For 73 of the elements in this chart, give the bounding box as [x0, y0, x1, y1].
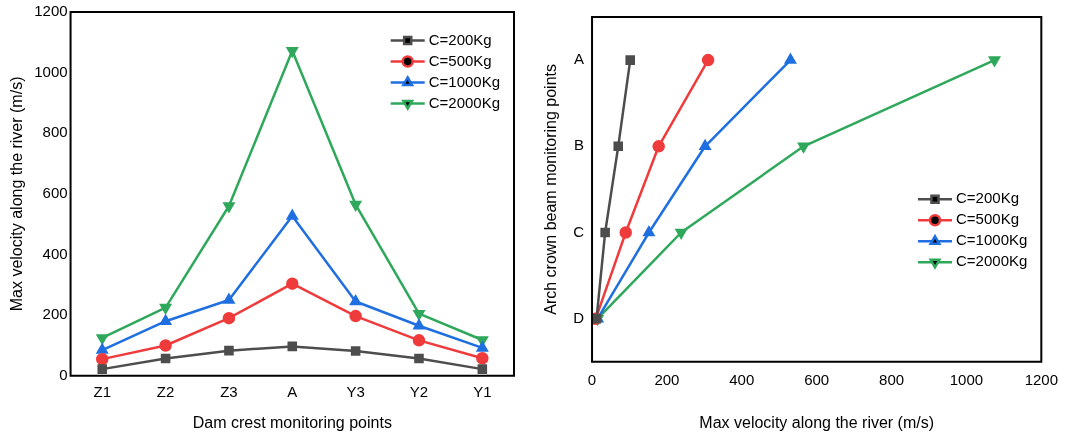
point: [613, 141, 624, 152]
point: [784, 53, 797, 64]
point: [413, 309, 425, 320]
x-tick-label: 1000: [949, 370, 984, 388]
x-tick-label: 600: [804, 370, 830, 388]
legend-label: C=200Kg: [956, 189, 1019, 207]
point: [223, 293, 235, 304]
x-tick-label: 800: [879, 370, 905, 388]
y-tick-label: B: [574, 136, 585, 154]
x-tick-label: 400: [729, 370, 755, 388]
y-tick-label: 200: [42, 305, 68, 323]
y-tick-label: 800: [42, 123, 68, 141]
y-tick-label: C: [573, 222, 585, 240]
y-tick-label: 400: [42, 244, 68, 262]
point: [350, 346, 361, 356]
legend-label: C=200Kg: [428, 30, 492, 48]
point: [350, 200, 362, 211]
x-tick-label: Y3: [346, 382, 365, 400]
point: [224, 345, 234, 356]
x-tick-label: A: [287, 382, 298, 400]
point: [413, 319, 425, 330]
y-axis-title: Max velocity along the river (m/s): [8, 76, 26, 312]
y-tick-label: D: [573, 308, 585, 326]
point: [97, 364, 108, 374]
legend-label: C=1000Kg: [428, 72, 500, 90]
point: [286, 47, 298, 58]
x-axis-title: Dam crest monitoring points: [192, 413, 392, 431]
legend-label: C=500Kg: [956, 210, 1019, 228]
point: [476, 351, 489, 365]
x-tick-label: 200: [654, 370, 680, 388]
point: [287, 341, 298, 352]
point: [652, 140, 665, 153]
point: [643, 226, 655, 237]
x-tick-label: Y2: [409, 382, 429, 400]
point: [412, 334, 426, 347]
point: [350, 295, 362, 306]
point: [223, 202, 235, 213]
legend-label: C=1000Kg: [956, 231, 1028, 249]
x-tick-label: 1200: [1024, 370, 1058, 388]
legend-label: C=2000Kg: [956, 252, 1028, 270]
x-tick-label: Y1: [473, 382, 492, 400]
y-axis-title: Arch crown beam monitoring points: [542, 64, 560, 315]
point: [414, 353, 424, 364]
x-tick-label: 0: [587, 370, 597, 388]
legend-label: C=500Kg: [428, 51, 492, 69]
x-tick-label: Z2: [156, 382, 175, 400]
legend-label: C=2000Kg: [428, 93, 500, 111]
point: [160, 314, 172, 325]
point: [625, 55, 636, 65]
point: [160, 353, 171, 364]
point: [349, 309, 362, 323]
point: [159, 339, 172, 352]
point: [95, 352, 109, 366]
x-tick-label: Z3: [220, 382, 238, 400]
point: [619, 226, 632, 239]
y-tick-label: 1200: [34, 2, 68, 20]
point: [797, 142, 810, 153]
y-tick-label: 1000: [34, 62, 68, 80]
point: [988, 56, 1001, 67]
point: [477, 364, 488, 374]
y-tick-label: A: [574, 50, 585, 68]
point: [701, 53, 715, 67]
point: [600, 227, 610, 238]
point: [286, 277, 299, 290]
point: [222, 311, 236, 325]
x-tick-label: Z1: [93, 382, 111, 400]
point: [96, 343, 108, 354]
point: [96, 334, 108, 345]
point: [675, 228, 687, 239]
point: [160, 303, 172, 314]
x-axis-title: Max velocity along the river (m/s): [699, 413, 935, 431]
y-tick-label: 600: [42, 184, 68, 202]
point: [476, 341, 488, 352]
